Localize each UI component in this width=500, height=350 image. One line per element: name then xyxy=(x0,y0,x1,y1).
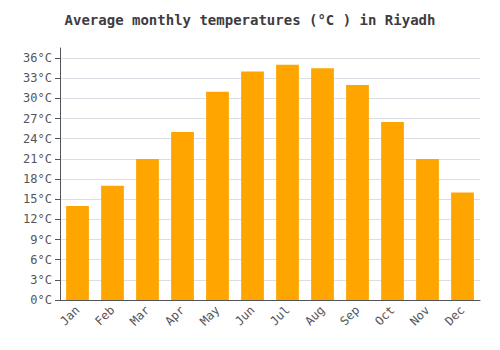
svg-text:0°C: 0°C xyxy=(30,293,52,307)
svg-text:36°C: 36°C xyxy=(23,51,52,65)
svg-text:Jul: Jul xyxy=(267,303,292,328)
svg-text:Sep: Sep xyxy=(337,303,362,328)
svg-text:27°C: 27°C xyxy=(23,112,52,126)
svg-text:9°C: 9°C xyxy=(30,233,52,247)
svg-text:30°C: 30°C xyxy=(23,91,52,105)
svg-text:Average monthly temperatures (: Average monthly temperatures (°C ) in Ri… xyxy=(65,12,436,28)
svg-text:33°C: 33°C xyxy=(23,71,52,85)
svg-text:Aug: Aug xyxy=(302,303,327,328)
svg-text:15°C: 15°C xyxy=(23,192,52,206)
svg-text:Feb: Feb xyxy=(92,303,117,328)
svg-text:Jun: Jun xyxy=(232,303,257,328)
svg-text:May: May xyxy=(197,303,222,328)
svg-text:3°C: 3°C xyxy=(30,273,52,287)
svg-text:Apr: Apr xyxy=(162,303,187,328)
svg-text:18°C: 18°C xyxy=(23,172,52,186)
svg-text:24°C: 24°C xyxy=(23,132,52,146)
svg-text:Jan: Jan xyxy=(57,303,82,328)
svg-text:6°C: 6°C xyxy=(30,253,52,267)
svg-text:Oct: Oct xyxy=(372,303,397,328)
svg-text:12°C: 12°C xyxy=(23,212,52,226)
svg-text:Mar: Mar xyxy=(127,303,152,328)
svg-text:21°C: 21°C xyxy=(23,152,52,166)
svg-text:Nov: Nov xyxy=(407,303,432,328)
svg-text:Dec: Dec xyxy=(442,303,467,328)
